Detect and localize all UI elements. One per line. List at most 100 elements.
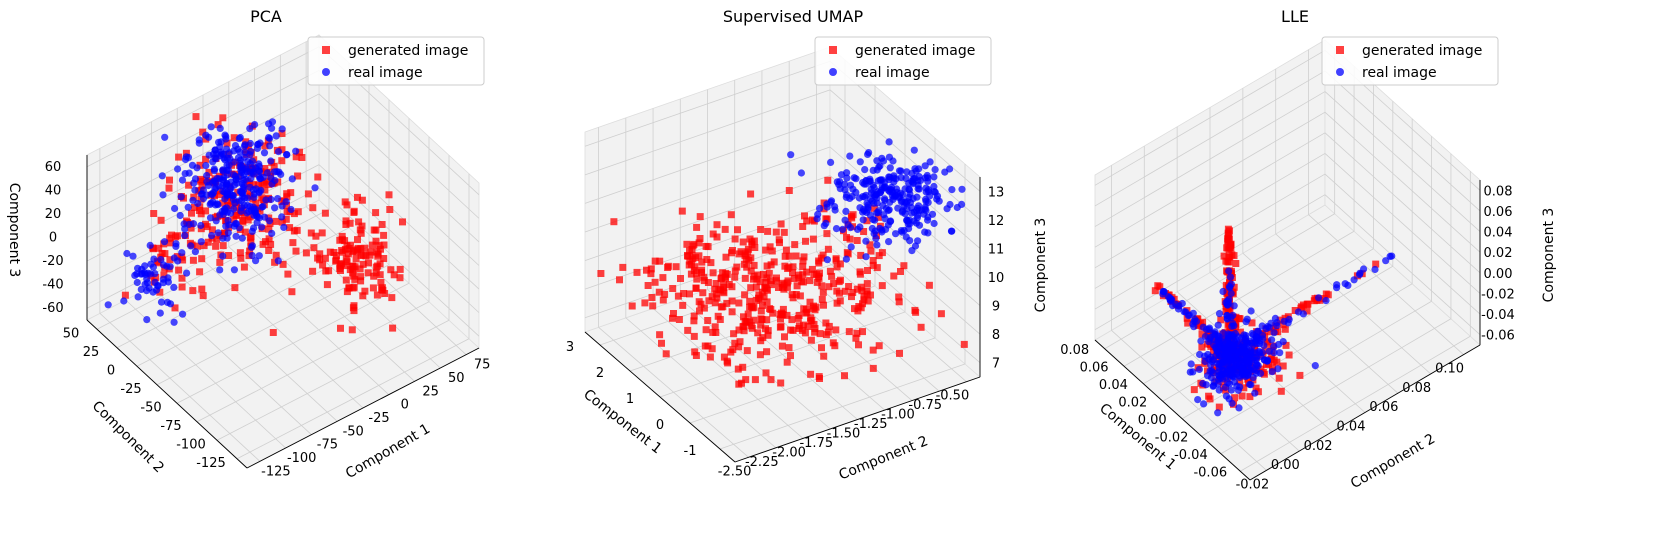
pca-real-point bbox=[216, 124, 224, 132]
lle-real-point bbox=[1204, 372, 1212, 380]
umap-real-point bbox=[878, 228, 886, 236]
umap-generated-point bbox=[768, 247, 776, 255]
lle-real-point bbox=[1235, 348, 1243, 356]
umap-generated-point bbox=[772, 228, 780, 236]
pca-real-point bbox=[251, 121, 259, 129]
umap-generated-point bbox=[787, 326, 795, 334]
umap-generated-point bbox=[743, 347, 751, 355]
umap-z-tick-label: 12 bbox=[988, 214, 1005, 229]
umap-generated-point bbox=[869, 364, 877, 372]
umap-generated-point bbox=[895, 298, 903, 306]
lle-generated-point bbox=[1211, 364, 1218, 372]
pca-generated-point bbox=[342, 276, 350, 284]
lle-generated-point bbox=[1198, 330, 1206, 338]
pca-real-point bbox=[190, 179, 198, 187]
umap-real-point bbox=[879, 201, 887, 210]
pca-generated-point bbox=[342, 262, 350, 270]
pca-real-point bbox=[170, 318, 178, 326]
pca-generated-point bbox=[262, 177, 270, 185]
lle-generated-point bbox=[1199, 318, 1207, 326]
umap-generated-point bbox=[785, 252, 793, 260]
pca-real-point bbox=[207, 190, 216, 198]
umap-real-point bbox=[958, 200, 966, 208]
umap-real-point bbox=[908, 209, 916, 217]
pca-generated-point bbox=[373, 291, 381, 299]
pca-generated-point bbox=[289, 239, 297, 247]
umap-generated-point bbox=[729, 247, 736, 254]
pca-generated-point bbox=[341, 198, 349, 206]
lle-real-point bbox=[1344, 281, 1352, 289]
lle-real-point bbox=[1241, 336, 1249, 344]
umap-generated-point bbox=[720, 289, 728, 297]
pca-x-tick-label: -50 bbox=[343, 424, 364, 439]
lle-real-point bbox=[1276, 349, 1284, 357]
umap-generated-point bbox=[739, 363, 747, 371]
umap-generated-point bbox=[734, 226, 741, 234]
pca-generated-point bbox=[252, 199, 260, 207]
umap-real-point bbox=[859, 216, 867, 224]
pca-generated-point bbox=[302, 249, 310, 257]
lle-real-point bbox=[1251, 338, 1259, 346]
umap-real-point bbox=[871, 227, 879, 235]
lle-real-point bbox=[1355, 271, 1364, 279]
umap-x-tick-label: 1 bbox=[626, 392, 634, 407]
pca-generated-point bbox=[290, 210, 298, 218]
umap-generated-point bbox=[651, 257, 659, 265]
pca-real-point bbox=[154, 282, 162, 290]
pca-generated-point bbox=[246, 247, 254, 255]
lle-generated-point bbox=[1246, 393, 1254, 401]
umap-generated-point bbox=[750, 261, 758, 269]
pca-real-point bbox=[271, 204, 279, 212]
umap-generated-point bbox=[863, 280, 871, 288]
pca-generated-point bbox=[357, 229, 365, 237]
umap-generated-point bbox=[763, 298, 771, 306]
pca-generated-point bbox=[296, 148, 303, 156]
umap-generated-point bbox=[750, 303, 758, 311]
pca-real-point bbox=[249, 186, 257, 194]
pca-real-point bbox=[156, 309, 164, 317]
pca-real-point bbox=[292, 147, 300, 155]
lle-real-point bbox=[1268, 336, 1276, 344]
umap-generated-point bbox=[832, 326, 840, 334]
lle-generated-point bbox=[1298, 303, 1306, 311]
pca-generated-point bbox=[271, 258, 279, 266]
pca-y-tick-label: 25 bbox=[83, 345, 100, 360]
pca-generated-point bbox=[208, 226, 216, 234]
pca-z-tick-label: -20 bbox=[42, 254, 63, 269]
pca-real-point bbox=[176, 211, 184, 220]
pca-generated-point bbox=[272, 217, 280, 225]
umap-generated-point bbox=[802, 237, 809, 245]
lle-real-point bbox=[1199, 323, 1207, 331]
umap-generated-point bbox=[853, 285, 861, 293]
pca-generated-point bbox=[369, 284, 377, 292]
umap-generated-point bbox=[633, 268, 641, 276]
lle-real-point bbox=[1223, 315, 1231, 323]
umap-real-point bbox=[831, 206, 839, 214]
umap-gridline bbox=[652, 308, 804, 439]
pca-generated-point bbox=[121, 291, 129, 299]
umap-real-point bbox=[856, 158, 864, 166]
lle-x-tick-label: 0.08 bbox=[1060, 343, 1089, 358]
umap-generated-point bbox=[826, 267, 834, 275]
umap-real-point bbox=[943, 205, 951, 213]
pca-generated-point bbox=[166, 234, 174, 242]
umap-generated-point bbox=[832, 255, 840, 263]
pca-real-point bbox=[205, 151, 213, 159]
pca-real-point bbox=[185, 169, 193, 177]
umap-generated-point bbox=[780, 228, 788, 236]
umap-generated-point bbox=[855, 341, 862, 349]
pca-real-point bbox=[255, 252, 263, 260]
pca-generated-point bbox=[175, 153, 183, 161]
pca-real-point bbox=[185, 220, 193, 228]
umap-generated-point bbox=[845, 283, 853, 290]
umap-generated-point bbox=[746, 297, 754, 305]
lle-real-point bbox=[1197, 337, 1205, 345]
lle-generated-point bbox=[1260, 370, 1268, 378]
pca-generated-point bbox=[259, 240, 267, 248]
lle-real-point bbox=[1247, 307, 1255, 315]
umap-generated-point bbox=[752, 283, 760, 291]
lle-real-point bbox=[1219, 357, 1227, 365]
umap-generated-point bbox=[766, 243, 774, 251]
pca-generated-point bbox=[223, 139, 231, 147]
pca-real-point bbox=[252, 257, 260, 265]
